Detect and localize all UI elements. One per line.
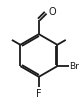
Text: F: F [36, 89, 42, 99]
Text: Br: Br [69, 62, 79, 71]
Text: O: O [48, 7, 56, 17]
